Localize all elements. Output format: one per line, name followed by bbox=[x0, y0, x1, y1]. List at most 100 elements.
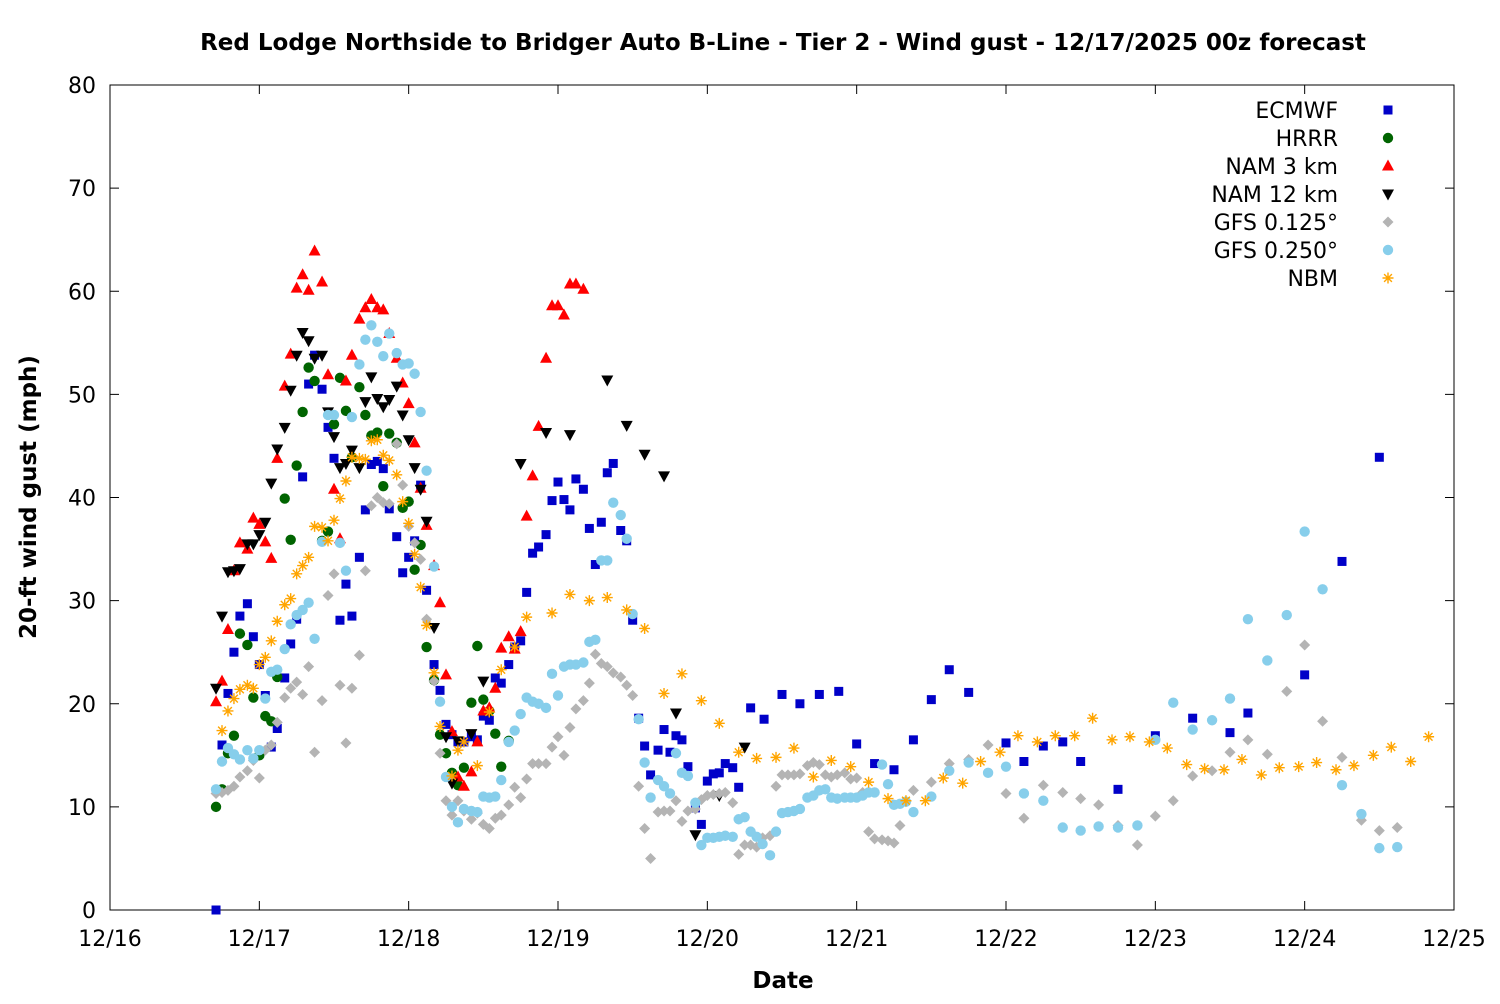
data-point bbox=[329, 453, 339, 463]
data-point bbox=[564, 588, 576, 600]
data-point bbox=[665, 747, 675, 757]
data-point bbox=[1330, 764, 1342, 776]
data-point bbox=[272, 724, 282, 733]
data-point bbox=[297, 604, 308, 616]
data-point bbox=[291, 676, 303, 688]
data-point bbox=[280, 673, 290, 683]
data-point bbox=[1149, 810, 1161, 822]
data-point bbox=[1069, 730, 1081, 742]
data-point bbox=[577, 695, 589, 707]
data-point bbox=[516, 636, 526, 646]
data-point bbox=[552, 731, 564, 743]
data-point bbox=[234, 683, 246, 695]
data-point bbox=[408, 436, 421, 448]
series-nbm bbox=[216, 434, 1435, 807]
data-point bbox=[720, 759, 730, 769]
data-point bbox=[347, 611, 357, 621]
data-point bbox=[814, 689, 824, 699]
data-point bbox=[271, 444, 284, 456]
data-point bbox=[253, 530, 266, 542]
data-point bbox=[1255, 769, 1267, 781]
data-point bbox=[1299, 639, 1311, 651]
data-point bbox=[553, 477, 563, 487]
data-point bbox=[1038, 795, 1049, 806]
data-point bbox=[608, 497, 619, 508]
data-point bbox=[757, 838, 768, 850]
data-point bbox=[372, 427, 383, 438]
data-point bbox=[335, 615, 345, 625]
data-point bbox=[359, 397, 372, 409]
data-point bbox=[297, 406, 308, 418]
data-point bbox=[1087, 712, 1099, 724]
data-point bbox=[590, 634, 601, 646]
data-point bbox=[739, 839, 751, 851]
data-point bbox=[569, 277, 582, 289]
data-point bbox=[963, 757, 974, 768]
data-point bbox=[888, 837, 900, 849]
data-point bbox=[926, 791, 937, 802]
data-point bbox=[490, 728, 501, 739]
data-point bbox=[1000, 787, 1012, 799]
data-point bbox=[621, 533, 632, 544]
data-point bbox=[541, 530, 551, 540]
data-point bbox=[1281, 685, 1293, 697]
data-point bbox=[1093, 821, 1104, 832]
series-nam-3-km bbox=[210, 244, 590, 791]
data-point bbox=[360, 334, 371, 345]
data-point bbox=[496, 678, 506, 688]
data-point bbox=[428, 675, 440, 687]
data-point bbox=[359, 453, 371, 465]
data-point bbox=[1273, 762, 1285, 774]
data-point bbox=[445, 778, 458, 790]
data-point bbox=[882, 778, 894, 790]
data-point bbox=[397, 496, 409, 508]
data-point bbox=[334, 537, 346, 549]
data-point bbox=[527, 758, 539, 770]
data-point bbox=[340, 475, 352, 487]
data-point bbox=[764, 850, 776, 861]
data-point bbox=[309, 746, 321, 758]
data-point bbox=[233, 536, 246, 548]
x-tick-label: 12/22 bbox=[974, 927, 1037, 952]
data-point bbox=[559, 495, 569, 505]
y-tick-label: 10 bbox=[68, 796, 96, 821]
data-point bbox=[1187, 724, 1198, 735]
data-point bbox=[409, 564, 420, 575]
data-point bbox=[483, 823, 495, 835]
data-point bbox=[683, 762, 693, 772]
data-point bbox=[770, 826, 782, 837]
data-point bbox=[540, 428, 553, 440]
data-point bbox=[1131, 839, 1143, 851]
data-point bbox=[434, 747, 446, 759]
data-point bbox=[670, 795, 682, 807]
data-point bbox=[671, 731, 681, 741]
y-tick-label: 40 bbox=[68, 487, 96, 512]
data-points bbox=[210, 244, 1435, 915]
data-point bbox=[1337, 556, 1347, 566]
data-point bbox=[384, 328, 395, 339]
data-point bbox=[346, 451, 358, 463]
data-point bbox=[975, 756, 987, 767]
y-tick-label: 20 bbox=[68, 693, 96, 718]
data-point bbox=[522, 587, 532, 597]
data-point bbox=[392, 532, 402, 542]
data-point bbox=[285, 682, 297, 694]
data-point bbox=[328, 432, 340, 444]
data-point bbox=[713, 717, 725, 729]
data-point bbox=[1293, 761, 1305, 773]
data-point bbox=[235, 611, 245, 621]
data-point bbox=[377, 402, 390, 414]
data-point bbox=[615, 671, 627, 683]
series-gfs-0-250- bbox=[210, 320, 1403, 861]
y-tick-label: 50 bbox=[68, 383, 96, 408]
data-point bbox=[346, 411, 358, 423]
data-point bbox=[296, 268, 309, 280]
data-point bbox=[1188, 713, 1198, 723]
data-point bbox=[546, 741, 558, 753]
data-point bbox=[788, 742, 800, 754]
data-point bbox=[428, 561, 440, 572]
data-point bbox=[1385, 741, 1397, 753]
data-point bbox=[279, 692, 291, 704]
data-point bbox=[322, 526, 334, 537]
data-point bbox=[360, 505, 370, 515]
